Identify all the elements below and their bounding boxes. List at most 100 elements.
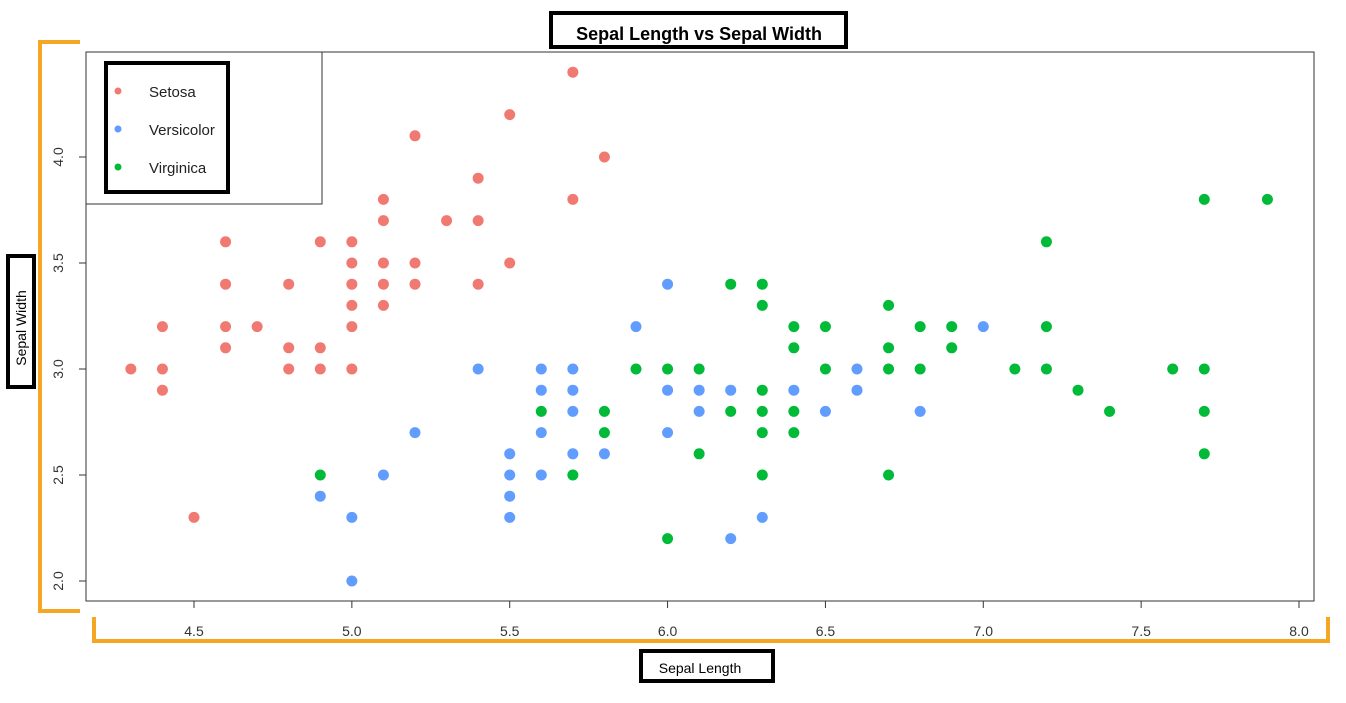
- x-tick-label: 8.0: [1289, 623, 1309, 639]
- point-setosa: [314, 363, 326, 375]
- point-virginica: [914, 363, 926, 375]
- point-setosa: [377, 299, 389, 311]
- point-setosa: [346, 236, 358, 248]
- legend-callout-box: [104, 61, 230, 194]
- point-setosa: [346, 257, 358, 269]
- y-tick-label: 4.0: [50, 147, 66, 167]
- x-tick-label: 5.5: [500, 623, 520, 639]
- point-setosa: [346, 363, 358, 375]
- point-setosa: [567, 66, 579, 78]
- y-axis-ticks: 2.0 2.5 3.0 3.5 4.0: [50, 147, 86, 591]
- point-virginica: [914, 321, 926, 333]
- point-versicolor: [346, 575, 358, 587]
- point-versicolor: [504, 511, 516, 523]
- point-virginica: [1009, 363, 1021, 375]
- x-tick-label: 5.0: [342, 623, 362, 639]
- point-versicolor: [851, 384, 863, 396]
- point-setosa: [441, 215, 453, 227]
- point-virginica: [1167, 363, 1179, 375]
- point-setosa: [472, 215, 484, 227]
- point-setosa: [220, 236, 232, 248]
- point-versicolor: [567, 384, 579, 396]
- point-virginica: [1040, 321, 1052, 333]
- y-axis-bracket: [38, 40, 80, 613]
- point-virginica: [1040, 236, 1052, 248]
- point-versicolor: [535, 384, 547, 396]
- point-virginica: [756, 278, 768, 290]
- point-setosa: [283, 363, 295, 375]
- point-virginica: [567, 469, 579, 481]
- point-setosa: [314, 236, 326, 248]
- x-tick-label: 6.0: [658, 623, 678, 639]
- point-versicolor: [409, 427, 421, 439]
- point-virginica: [788, 321, 800, 333]
- point-virginica: [788, 405, 800, 417]
- point-versicolor: [472, 363, 484, 375]
- point-virginica: [1198, 405, 1210, 417]
- point-versicolor: [662, 278, 674, 290]
- y-tick-label: 2.0: [50, 571, 66, 591]
- point-versicolor: [567, 363, 579, 375]
- x-axis-bracket: [92, 617, 1330, 643]
- legend-frame: [85, 51, 323, 205]
- point-virginica: [756, 299, 768, 311]
- point-virginica: [756, 427, 768, 439]
- point-virginica: [1261, 193, 1273, 205]
- point-versicolor: [630, 321, 642, 333]
- point-setosa: [156, 363, 168, 375]
- point-virginica: [883, 299, 895, 311]
- point-setosa: [188, 511, 200, 523]
- point-virginica: [1040, 363, 1052, 375]
- point-versicolor: [567, 448, 579, 460]
- point-virginica: [535, 405, 547, 417]
- point-virginica: [1198, 448, 1210, 460]
- legend-label-versicolor: Versicolor: [149, 122, 215, 139]
- xlabel-callout-box: [639, 649, 775, 683]
- point-virginica: [693, 363, 705, 375]
- point-virginica: [630, 363, 642, 375]
- point-versicolor: [725, 533, 737, 545]
- point-virginica: [756, 469, 768, 481]
- point-versicolor: [662, 384, 674, 396]
- point-versicolor: [662, 427, 674, 439]
- point-setosa: [377, 257, 389, 269]
- point-versicolor: [535, 363, 547, 375]
- point-virginica: [1072, 384, 1084, 396]
- y-tick-label: 3.0: [50, 359, 66, 379]
- point-setosa: [409, 130, 421, 142]
- point-setosa: [346, 278, 358, 290]
- point-setosa: [377, 278, 389, 290]
- x-tick-label: 7.5: [1131, 623, 1151, 639]
- point-versicolor: [914, 405, 926, 417]
- plot-frame: [85, 51, 1315, 602]
- point-setosa: [251, 321, 263, 333]
- point-setosa: [377, 215, 389, 227]
- point-versicolor: [504, 469, 516, 481]
- point-versicolor: [346, 511, 358, 523]
- point-virginica: [819, 363, 831, 375]
- legend-marker-setosa: [114, 87, 122, 95]
- point-versicolor: [693, 405, 705, 417]
- point-setosa: [283, 342, 295, 354]
- point-virginica: [946, 342, 958, 354]
- point-versicolor: [598, 448, 610, 460]
- point-versicolor: [504, 448, 516, 460]
- point-virginica: [662, 363, 674, 375]
- point-virginica: [788, 427, 800, 439]
- point-versicolor: [788, 384, 800, 396]
- point-setosa: [220, 321, 232, 333]
- point-setosa: [567, 193, 579, 205]
- point-versicolor: [693, 384, 705, 396]
- point-versicolor: [535, 469, 547, 481]
- point-versicolor: [725, 384, 737, 396]
- point-virginica: [725, 278, 737, 290]
- y-tick-label: 2.5: [50, 465, 66, 485]
- x-tick-label: 7.0: [974, 623, 994, 639]
- legend-label-virginica: Virginica: [149, 160, 207, 177]
- point-versicolor: [504, 490, 516, 502]
- point-setosa: [409, 278, 421, 290]
- point-setosa: [472, 172, 484, 184]
- chart-title: Sepal Length vs Sepal Width: [576, 24, 822, 44]
- point-virginica: [883, 363, 895, 375]
